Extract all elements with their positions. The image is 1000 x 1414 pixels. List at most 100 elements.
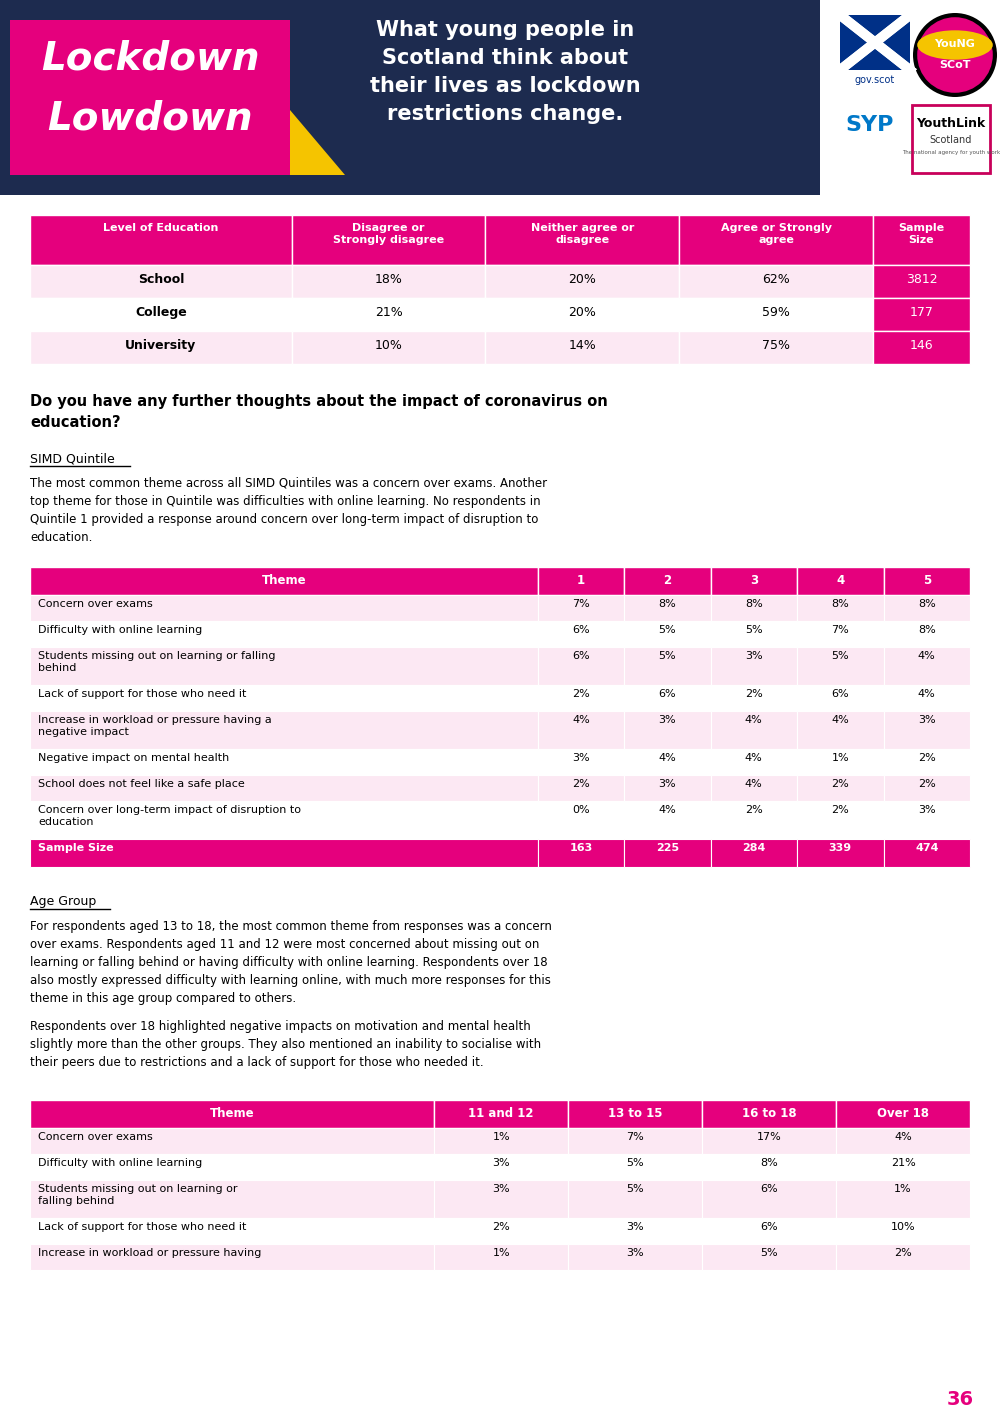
FancyBboxPatch shape	[797, 684, 884, 711]
Text: SCoT: SCoT	[939, 59, 971, 71]
Text: SYP: SYP	[846, 115, 894, 134]
Text: Difficulty with online learning: Difficulty with online learning	[38, 1158, 202, 1168]
Text: 2%: 2%	[831, 779, 849, 789]
FancyBboxPatch shape	[485, 331, 679, 363]
FancyBboxPatch shape	[873, 215, 970, 264]
FancyBboxPatch shape	[884, 839, 970, 867]
FancyBboxPatch shape	[434, 1181, 568, 1217]
Text: 21%: 21%	[891, 1158, 915, 1168]
FancyBboxPatch shape	[538, 775, 624, 800]
Text: 2%: 2%	[492, 1222, 510, 1232]
FancyBboxPatch shape	[30, 1154, 434, 1181]
Text: gov.scot: gov.scot	[855, 75, 895, 85]
FancyBboxPatch shape	[538, 684, 624, 711]
Text: 6%: 6%	[760, 1222, 778, 1232]
Text: 2%: 2%	[745, 805, 763, 814]
FancyBboxPatch shape	[30, 800, 538, 839]
FancyBboxPatch shape	[538, 800, 624, 839]
FancyBboxPatch shape	[292, 298, 485, 331]
Text: 4%: 4%	[658, 805, 676, 814]
Text: 20%: 20%	[568, 273, 596, 286]
FancyBboxPatch shape	[912, 105, 990, 173]
Text: 10%: 10%	[891, 1222, 915, 1232]
Text: 5%: 5%	[760, 1249, 778, 1258]
Text: 5%: 5%	[745, 625, 763, 635]
Text: 14%: 14%	[568, 339, 596, 352]
Text: 146: 146	[910, 339, 933, 352]
FancyBboxPatch shape	[702, 1154, 836, 1181]
FancyBboxPatch shape	[836, 1100, 970, 1128]
FancyBboxPatch shape	[30, 1181, 434, 1217]
FancyBboxPatch shape	[30, 839, 538, 867]
FancyBboxPatch shape	[884, 749, 970, 775]
Text: 7%: 7%	[572, 600, 590, 609]
FancyBboxPatch shape	[711, 775, 797, 800]
FancyBboxPatch shape	[568, 1217, 702, 1244]
FancyBboxPatch shape	[485, 264, 679, 298]
FancyBboxPatch shape	[624, 684, 711, 711]
FancyBboxPatch shape	[538, 567, 624, 595]
FancyBboxPatch shape	[292, 215, 485, 264]
FancyBboxPatch shape	[30, 648, 538, 684]
FancyBboxPatch shape	[797, 839, 884, 867]
FancyBboxPatch shape	[702, 1100, 836, 1128]
FancyBboxPatch shape	[884, 648, 970, 684]
FancyBboxPatch shape	[538, 621, 624, 648]
Text: Disagree or
Strongly disagree: Disagree or Strongly disagree	[333, 223, 444, 246]
Text: Students missing out on learning or
falling behind: Students missing out on learning or fall…	[38, 1184, 238, 1206]
FancyBboxPatch shape	[797, 595, 884, 621]
Text: Agree or Strongly
agree: Agree or Strongly agree	[721, 223, 832, 246]
Text: Lowdown: Lowdown	[47, 100, 253, 139]
FancyBboxPatch shape	[702, 1244, 836, 1270]
FancyBboxPatch shape	[836, 1244, 970, 1270]
FancyBboxPatch shape	[30, 1244, 434, 1270]
Text: 5%: 5%	[831, 650, 849, 660]
Text: 8%: 8%	[760, 1158, 778, 1168]
FancyBboxPatch shape	[873, 331, 970, 363]
Text: Increase in workload or pressure having: Increase in workload or pressure having	[38, 1249, 261, 1258]
FancyBboxPatch shape	[679, 264, 873, 298]
FancyBboxPatch shape	[30, 749, 538, 775]
Text: 3%: 3%	[918, 805, 936, 814]
Text: 5%: 5%	[626, 1158, 644, 1168]
Text: 6%: 6%	[760, 1184, 778, 1193]
FancyBboxPatch shape	[884, 711, 970, 749]
Text: 3%: 3%	[745, 650, 763, 660]
FancyBboxPatch shape	[702, 1128, 836, 1154]
Text: Age Group: Age Group	[30, 895, 96, 908]
Text: For respondents aged 13 to 18, the most common theme from responses was a concer: For respondents aged 13 to 18, the most …	[30, 921, 552, 1005]
Text: Over 18: Over 18	[877, 1107, 929, 1120]
Polygon shape	[290, 110, 345, 175]
Text: 3%: 3%	[572, 754, 590, 764]
FancyBboxPatch shape	[30, 298, 292, 331]
Text: 3%: 3%	[626, 1222, 644, 1232]
FancyBboxPatch shape	[485, 215, 679, 264]
FancyBboxPatch shape	[836, 1217, 970, 1244]
Text: 1%: 1%	[492, 1133, 510, 1143]
Text: 5%: 5%	[626, 1184, 644, 1193]
Text: SIMD Quintile: SIMD Quintile	[30, 452, 115, 465]
FancyBboxPatch shape	[538, 595, 624, 621]
Text: 6%: 6%	[831, 689, 849, 699]
FancyBboxPatch shape	[711, 648, 797, 684]
Text: Concern over exams: Concern over exams	[38, 1133, 153, 1143]
FancyBboxPatch shape	[30, 1217, 434, 1244]
Text: 474: 474	[915, 843, 939, 853]
FancyBboxPatch shape	[30, 215, 292, 264]
FancyBboxPatch shape	[30, 711, 538, 749]
FancyBboxPatch shape	[711, 621, 797, 648]
FancyBboxPatch shape	[711, 711, 797, 749]
FancyBboxPatch shape	[30, 1100, 434, 1128]
FancyBboxPatch shape	[797, 648, 884, 684]
Text: 177: 177	[910, 305, 933, 320]
Text: The national agency for youth work: The national agency for youth work	[902, 150, 1000, 156]
Text: College: College	[135, 305, 187, 320]
FancyBboxPatch shape	[30, 595, 538, 621]
Text: 2%: 2%	[918, 754, 936, 764]
FancyBboxPatch shape	[568, 1100, 702, 1128]
FancyBboxPatch shape	[873, 298, 970, 331]
Text: 1%: 1%	[492, 1249, 510, 1258]
FancyBboxPatch shape	[624, 648, 711, 684]
FancyBboxPatch shape	[711, 595, 797, 621]
FancyBboxPatch shape	[797, 567, 884, 595]
